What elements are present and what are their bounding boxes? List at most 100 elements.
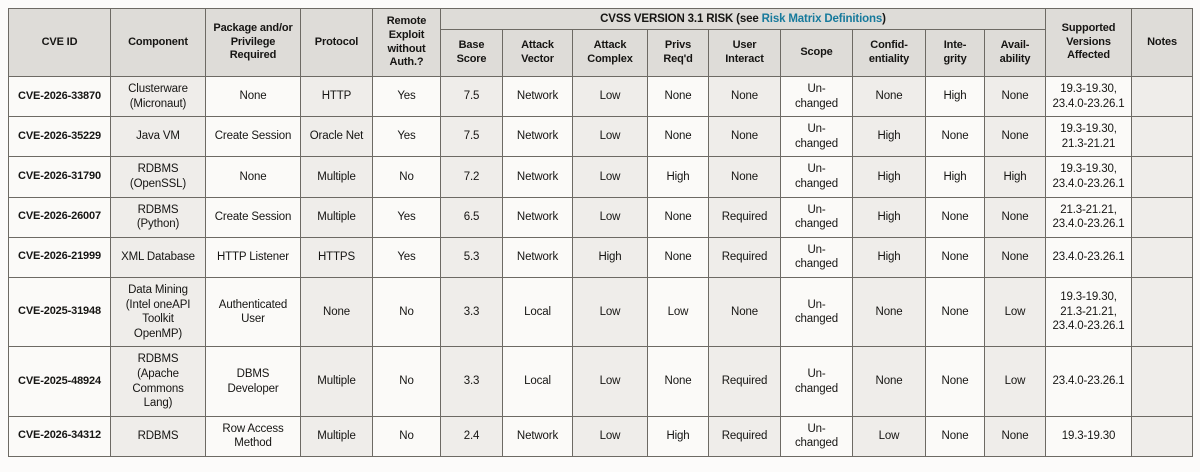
scope-cell: Un- changed <box>780 156 853 198</box>
integrity-cell: None <box>925 116 985 158</box>
notes-cell <box>1131 346 1193 417</box>
remote-exploit-cell: Yes <box>372 236 441 278</box>
remote-exploit-cell: No <box>372 415 441 457</box>
integrity-cell: High <box>925 156 985 198</box>
availability-cell: None <box>984 236 1046 278</box>
scope-cell: Un- changed <box>780 346 853 417</box>
table-header: CVE ID Component Package and/or Privileg… <box>8 8 1193 77</box>
protocol-cell: Multiple <box>300 346 373 417</box>
component-cell: XML Database <box>110 236 206 278</box>
attack-complex-cell: Low <box>572 346 648 417</box>
risk-matrix-table: CVE ID Component Package and/or Privileg… <box>8 8 1193 457</box>
attack-vector-cell: Network <box>502 196 573 238</box>
user-interact-cell: Required <box>708 415 781 457</box>
table-row: CVE-2025-48924 RDBMS (Apache Commons Lang… <box>8 346 1193 417</box>
table-row: CVE-2026-21999 XML Database HTTP Listener H… <box>8 236 1193 278</box>
header-scope: Scope <box>780 29 853 77</box>
scope-cell: Un- changed <box>780 236 853 278</box>
integrity-cell: None <box>925 415 985 457</box>
integrity-cell: None <box>925 346 985 417</box>
attack-vector-cell: Network <box>502 415 573 457</box>
header-confidentiality: Confid- entiality <box>852 29 926 77</box>
supported-versions-cell: 19.3-19.30, 23.4.0-23.26.1 <box>1045 156 1132 198</box>
cve-id-cell: CVE-2026-34312 <box>8 415 111 457</box>
header-attack-vector: Attack Vector <box>502 29 573 77</box>
confidentiality-cell: None <box>852 346 926 417</box>
attack-complex-cell: Low <box>572 415 648 457</box>
user-interact-cell: None <box>708 276 781 348</box>
notes-cell <box>1131 75 1193 118</box>
user-interact-cell: None <box>708 156 781 198</box>
notes-cell <box>1131 156 1193 198</box>
header-attack-complex: Attack Complex <box>572 29 648 77</box>
confidentiality-cell: High <box>852 236 926 278</box>
availability-cell: None <box>984 75 1046 118</box>
attack-complex-cell: High <box>572 236 648 278</box>
integrity-cell: None <box>925 236 985 278</box>
user-interact-cell: Required <box>708 346 781 417</box>
package-privilege-cell: None <box>205 75 301 118</box>
component-cell: RDBMS (OpenSSL) <box>110 156 206 198</box>
availability-cell: None <box>984 196 1046 238</box>
notes-cell <box>1131 196 1193 238</box>
cve-id-cell: CVE-2026-33870 <box>8 75 111 118</box>
header-remote-exploit: Remote Exploit without Auth.? <box>372 8 441 77</box>
package-privilege-cell: Create Session <box>205 116 301 158</box>
remote-exploit-cell: Yes <box>372 75 441 118</box>
header-component: Component <box>110 8 206 77</box>
base-score-cell: 7.5 <box>440 75 503 118</box>
cve-id-cell: CVE-2026-26007 <box>8 196 111 238</box>
privs-reqd-cell: None <box>647 75 709 118</box>
cve-id-cell: CVE-2025-31948 <box>8 276 111 348</box>
attack-complex-cell: Low <box>572 276 648 348</box>
user-interact-cell: None <box>708 75 781 118</box>
base-score-cell: 2.4 <box>440 415 503 457</box>
package-privilege-cell: HTTP Listener <box>205 236 301 278</box>
scope-cell: Un- changed <box>780 75 853 118</box>
availability-cell: None <box>984 116 1046 158</box>
risk-matrix-definitions-link[interactable]: Risk Matrix Definitions <box>761 12 883 25</box>
protocol-cell: HTTP <box>300 75 373 118</box>
component-cell: RDBMS (Python) <box>110 196 206 238</box>
cvss-group-prefix: CVSS VERSION 3.1 RISK (see <box>600 12 762 25</box>
privs-reqd-cell: None <box>647 196 709 238</box>
user-interact-cell: Required <box>708 236 781 278</box>
supported-versions-cell: 19.3-19.30, 23.4.0-23.26.1 <box>1045 75 1132 118</box>
base-score-cell: 7.5 <box>440 116 503 158</box>
notes-cell <box>1131 415 1193 457</box>
privs-reqd-cell: None <box>647 116 709 158</box>
remote-exploit-cell: No <box>372 276 441 348</box>
availability-cell: Low <box>984 276 1046 348</box>
attack-complex-cell: Low <box>572 75 648 118</box>
base-score-cell: 6.5 <box>440 196 503 238</box>
base-score-cell: 3.3 <box>440 346 503 417</box>
attack-vector-cell: Network <box>502 75 573 118</box>
confidentiality-cell: Low <box>852 415 926 457</box>
header-package-privilege: Package and/or Privilege Required <box>205 8 301 77</box>
supported-versions-cell: 19.3-19.30 <box>1045 415 1132 457</box>
header-cvss-group: CVSS VERSION 3.1 RISK (see Risk Matrix D… <box>440 8 1046 30</box>
header-integrity: Inte- grity <box>925 29 985 77</box>
supported-versions-cell: 23.4.0-23.26.1 <box>1045 236 1132 278</box>
user-interact-cell: None <box>708 116 781 158</box>
attack-vector-cell: Network <box>502 156 573 198</box>
integrity-cell: None <box>925 196 985 238</box>
scope-cell: Un- changed <box>780 116 853 158</box>
header-sub-row: Base Score Attack Vector Attack Complex … <box>9 29 1193 77</box>
notes-cell <box>1131 276 1193 348</box>
privs-reqd-cell: High <box>647 156 709 198</box>
base-score-cell: 7.2 <box>440 156 503 198</box>
protocol-cell: Multiple <box>300 415 373 457</box>
user-interact-cell: Required <box>708 196 781 238</box>
protocol-cell: Multiple <box>300 156 373 198</box>
integrity-cell: None <box>925 276 985 348</box>
cve-id-cell: CVE-2026-31790 <box>8 156 111 198</box>
remote-exploit-cell: Yes <box>372 116 441 158</box>
cvss-group-suffix: ) <box>882 12 886 25</box>
scope-cell: Un- changed <box>780 276 853 348</box>
header-supported-versions: Supported Versions Affected <box>1045 8 1132 77</box>
attack-vector-cell: Local <box>502 276 573 348</box>
package-privilege-cell: Row Access Method <box>205 415 301 457</box>
confidentiality-cell: High <box>852 116 926 158</box>
